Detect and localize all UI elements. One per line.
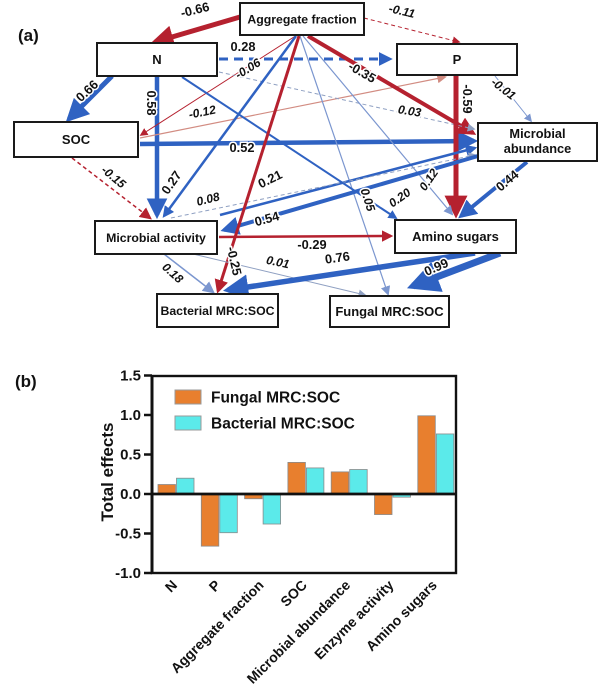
diagram-edge xyxy=(299,35,391,296)
diagram-edge xyxy=(222,250,476,300)
edge-coefficient-label: 0.12 xyxy=(416,166,441,193)
edge-coefficient-label: 0.01 xyxy=(265,253,291,272)
diagram-edge xyxy=(214,35,301,294)
diagram-edge xyxy=(65,74,114,123)
bar-bacterial-1 xyxy=(219,493,238,534)
diagram-edge xyxy=(150,14,241,48)
panel-a-label: (a) xyxy=(18,26,39,45)
diagram-edge xyxy=(71,157,152,220)
edge-coefficient-label: -0.11 xyxy=(387,1,416,21)
x-tick-label-5: Enzyme activity xyxy=(311,577,397,663)
bar-bacterial-0 xyxy=(176,477,195,495)
diagram-edge xyxy=(181,76,398,220)
legend-label-0: Fungal MRC:SOC xyxy=(211,390,340,407)
edge-coefficient-label: 0.66 xyxy=(73,77,101,105)
diagram-edge xyxy=(218,230,394,242)
y-tick-label: -1.0 xyxy=(115,565,141,582)
diagram-edge xyxy=(163,253,215,294)
diagram-edge xyxy=(306,34,477,135)
bar-fungal-1 xyxy=(200,493,220,547)
edge-coefficient-label: -0.25 xyxy=(224,245,245,277)
x-tick-label-3: SOC xyxy=(277,577,310,610)
node-box-mact xyxy=(94,220,218,255)
node-label-fung: Fungal MRC:SOC xyxy=(335,304,444,319)
node-box-n xyxy=(96,42,218,77)
diagram-edge xyxy=(363,17,461,45)
diagram-edge xyxy=(162,35,298,218)
y-tick-label: 0.5 xyxy=(120,447,141,464)
bar-bacterial-3 xyxy=(305,467,325,495)
edge-coefficient-label: 0.03 xyxy=(397,102,423,120)
bar-bacterial-2 xyxy=(262,493,282,525)
diagram-edge xyxy=(219,144,478,217)
diagram-edge xyxy=(220,154,479,235)
edge-coefficient-label: -0.59 xyxy=(460,84,475,113)
node-box-p xyxy=(396,43,518,76)
bar-bacterial-4 xyxy=(349,469,368,495)
node-label-bact: Bacterial MRC:SOC xyxy=(160,304,274,318)
edge-coefficient-label: -0.66 xyxy=(179,0,211,20)
node-box-bact xyxy=(156,293,279,328)
node-box-mab xyxy=(477,122,598,162)
edge-coefficient-label: -0.15 xyxy=(99,163,129,192)
total-effects-bar-chart: 1.5 1.0 0.5 0.0 -0.5 -1.0 Total effects Fungal … xyxy=(98,368,458,687)
diagram-edge xyxy=(302,35,454,216)
edge-coefficient-label: 0.05 xyxy=(358,186,379,213)
diagram-edge xyxy=(458,160,529,219)
bar-fungal-0 xyxy=(157,484,176,495)
bar-fungal-5 xyxy=(374,493,393,515)
y-axis-title: Total effects xyxy=(98,423,117,522)
diagram-edge xyxy=(192,253,367,298)
diagram-edge xyxy=(170,152,477,219)
legend-swatch-0 xyxy=(174,389,202,405)
node-box-af xyxy=(239,2,365,36)
node-label-p: P xyxy=(453,52,462,67)
x-tick-label-1: P xyxy=(206,577,224,595)
edge-coefficient-label: 0.20 xyxy=(386,185,413,210)
bar-bacterial-6 xyxy=(435,433,455,495)
node-label-amino: Amino sugars xyxy=(412,229,499,244)
edge-coefficient-label: -0.12 xyxy=(187,103,217,122)
sem-path-diagram: -0.66 -0.110.280.66 0.58-0.06-0.120.52-0.3… xyxy=(13,0,598,328)
bar-fungal-4 xyxy=(330,471,350,495)
edge-coefficient-label: 0.52 xyxy=(230,140,255,155)
node-label-n: N xyxy=(152,52,161,67)
node-label-af: Aggregate fraction xyxy=(247,13,356,27)
node-label-mab: Microbial abundance xyxy=(504,126,572,156)
edge-coefficient-label: -0.29 xyxy=(297,237,326,252)
bar-fungal-6 xyxy=(417,415,436,495)
node-box-amino xyxy=(394,219,517,254)
y-tick-label: 0.0 xyxy=(120,486,141,503)
y-tick-label: 1.0 xyxy=(120,407,141,424)
legend-label-1: Bacterial MRC:SOC xyxy=(211,416,355,433)
y-tick-label: 1.5 xyxy=(120,368,141,385)
diagram-edge xyxy=(494,75,532,123)
panel-b-label: (b) xyxy=(15,372,37,391)
bar-fungal-3 xyxy=(287,462,306,495)
diagram-edge xyxy=(406,249,502,292)
edge-coefficient-label: 0.18 xyxy=(159,260,186,286)
edge-coefficient-label: 0.58 xyxy=(144,91,159,116)
node-box-fung xyxy=(329,295,450,328)
edge-coefficient-label: -0.35 xyxy=(346,58,379,86)
edge-coefficient-label: 0.28 xyxy=(231,39,256,54)
diagram-edge xyxy=(218,71,476,132)
node-label-soc: SOC xyxy=(62,132,91,147)
diagram-edge xyxy=(139,34,298,136)
diagram-edge xyxy=(139,130,479,152)
y-tick-label: -0.5 xyxy=(115,526,141,543)
node-label-mact: Microbial activity xyxy=(106,231,206,245)
edge-coefficient-label: 0.54 xyxy=(253,208,282,229)
edge-coefficient-label: 0.08 xyxy=(195,189,221,208)
edge-coefficient-label: -0.01 xyxy=(488,75,518,103)
legend-swatch-1 xyxy=(174,415,202,431)
node-box-soc xyxy=(13,121,139,158)
edge-coefficient-label: 0.76 xyxy=(324,248,351,266)
x-tick-label-0: N xyxy=(162,577,180,595)
edge-coefficient-label: 0.21 xyxy=(256,167,285,191)
